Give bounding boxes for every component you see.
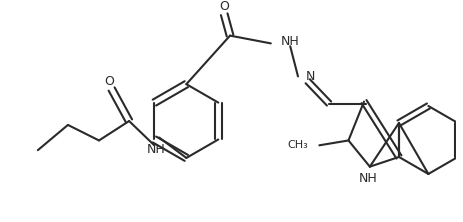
Text: NH: NH [147,143,166,156]
Text: NH: NH [281,35,299,48]
Text: NH: NH [358,172,377,185]
Text: CH₃: CH₃ [287,140,308,150]
Text: O: O [219,0,229,13]
Text: O: O [105,75,115,88]
Text: N: N [306,70,315,83]
